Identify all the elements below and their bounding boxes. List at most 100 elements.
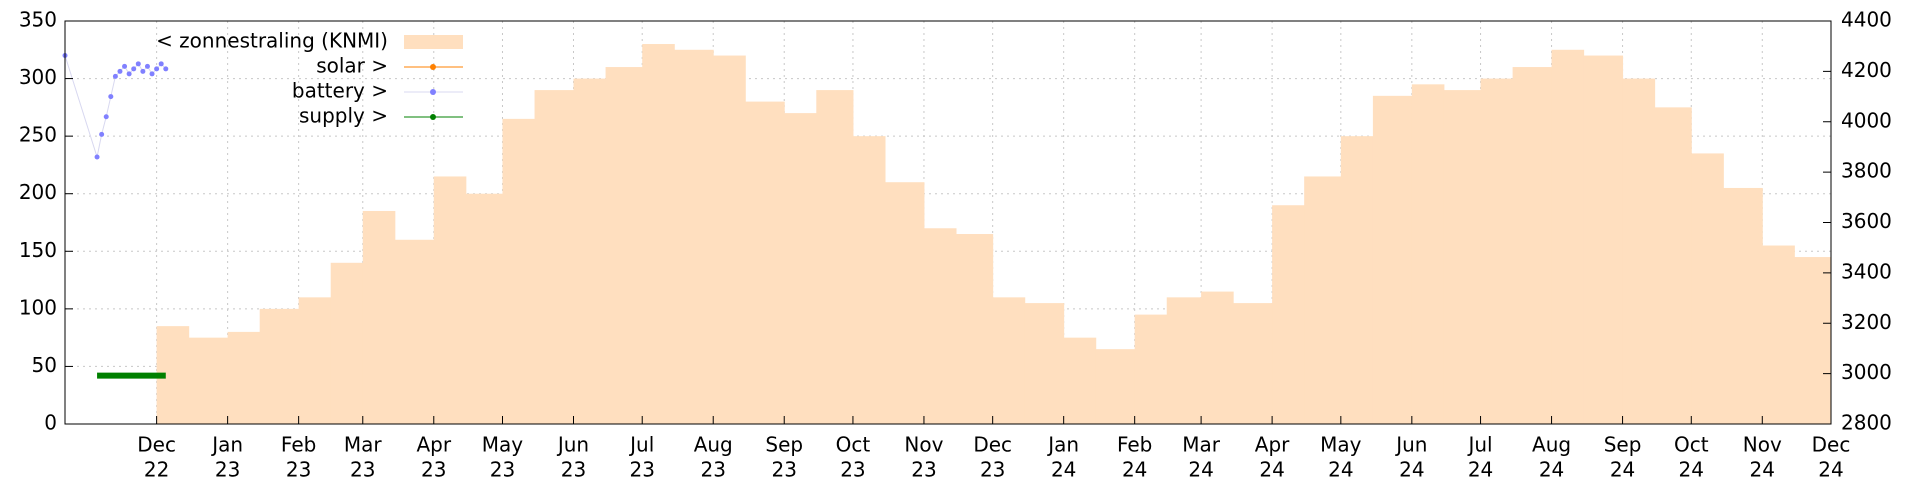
point [163, 66, 169, 72]
legend-swatch [404, 35, 463, 49]
axes: 0 50 100 150 200 250 300 350 2800 3000 3200 3400 360… [19, 8, 1892, 480]
area-step [465, 193, 503, 424]
y-tick-label: 300 [19, 65, 57, 89]
x-tick-label: Dec [137, 433, 176, 457]
y2-tick-label: 4200 [1841, 58, 1892, 82]
area-step [1762, 245, 1795, 424]
y-tick-label: 100 [19, 295, 57, 319]
x-tick-label: Oct [836, 433, 871, 457]
y2-tick-label: 2800 [1841, 411, 1892, 435]
area-step [1272, 205, 1305, 424]
area-step [885, 182, 925, 424]
area-step [1622, 78, 1656, 425]
area-step [1095, 349, 1136, 424]
x-tick-label: 24 [1818, 458, 1843, 480]
area-step [433, 176, 467, 424]
area-step [956, 234, 994, 424]
x-tick-label: 23 [421, 458, 446, 480]
x-tick-label: Dec [1812, 433, 1851, 457]
x-tick-label: Jun [1394, 433, 1427, 457]
area-step [1794, 257, 1832, 424]
x-tick-label: 22 [144, 458, 169, 480]
area-step [1583, 55, 1624, 425]
point [131, 66, 137, 72]
area-step [1411, 84, 1445, 424]
x-tick-label: 24 [1679, 458, 1704, 480]
x-tick-label: May [1320, 433, 1362, 457]
x-tick-label: 23 [490, 458, 515, 480]
x-tick-label: 24 [1539, 458, 1564, 480]
legend-label: < zonnestraling (KNMI) [156, 29, 388, 53]
plot-frame [64, 20, 1832, 425]
area-step [1372, 95, 1413, 424]
x-tick-label: May [482, 433, 524, 457]
x-tick-label: Jan [210, 433, 243, 457]
area-step [1024, 303, 1065, 424]
x-tick-label: Feb [281, 433, 316, 457]
x-tick-label: 24 [1468, 458, 1493, 480]
x-tick-label: 23 [772, 458, 797, 480]
area-step [330, 262, 364, 424]
y-tick-label: 250 [19, 123, 57, 147]
area-step [1551, 49, 1585, 425]
area-step [227, 331, 261, 424]
x-tick-label: Dec [973, 433, 1012, 457]
point [158, 61, 164, 67]
x-tick-label: Nov [1743, 433, 1782, 457]
y-tick-label: 50 [32, 353, 57, 377]
legend-label: solar > [316, 54, 388, 78]
x-tick-label: 23 [629, 458, 654, 480]
x-tick-label: Feb [1117, 433, 1152, 457]
area-step [1512, 67, 1553, 425]
x-tick-label: Oct [1674, 433, 1709, 457]
legend-marker [430, 64, 436, 70]
x-tick-label: Sep [765, 433, 803, 457]
data [62, 44, 1832, 425]
x-tick-label: Apr [1255, 433, 1290, 457]
area-step [784, 113, 817, 424]
legend-label: battery > [292, 79, 388, 103]
legend-label: supply > [299, 104, 388, 128]
x-tick-label: 23 [561, 458, 586, 480]
area-step [1480, 78, 1514, 425]
y-tick-label: 0 [44, 411, 57, 435]
area-step [605, 67, 643, 425]
x-tick-label: 23 [215, 458, 240, 480]
point [117, 68, 123, 74]
y2-tick-label: 4400 [1841, 8, 1892, 32]
area-step [1201, 291, 1234, 424]
area-step [1443, 90, 1482, 424]
area-step [1134, 314, 1168, 424]
area-step [992, 297, 1026, 424]
area-step [745, 101, 785, 424]
y2-tick-label: 4000 [1841, 108, 1892, 132]
area-step [1654, 107, 1692, 424]
area-step [259, 308, 300, 424]
y2-tick-label: 3800 [1841, 159, 1892, 183]
x-tick-label: 24 [1399, 458, 1424, 480]
point [99, 131, 105, 137]
area-step [816, 90, 854, 424]
x-tick-label: 24 [1051, 458, 1076, 480]
x-tick-label: 24 [1750, 458, 1775, 480]
area-step [1166, 297, 1202, 424]
y-tick-label: 200 [19, 180, 57, 204]
point [103, 114, 109, 120]
area-step [534, 90, 574, 424]
x-tick-label: 23 [840, 458, 865, 480]
x-tick-label: Jun [556, 433, 589, 457]
y2-tick-label: 3200 [1841, 310, 1892, 334]
area-step [362, 210, 396, 424]
x-tick-label: 23 [350, 458, 375, 480]
point [149, 71, 155, 77]
point [126, 71, 132, 77]
y2-tick-label: 3000 [1841, 360, 1892, 384]
x-tick-label: 24 [1328, 458, 1353, 480]
area-step [1233, 303, 1273, 424]
y-tick-label: 350 [19, 8, 57, 32]
x-tick-label: 23 [911, 458, 936, 480]
legend-marker [430, 89, 436, 95]
x-tick-label: Mar [1182, 433, 1221, 457]
area-step [1304, 176, 1342, 424]
